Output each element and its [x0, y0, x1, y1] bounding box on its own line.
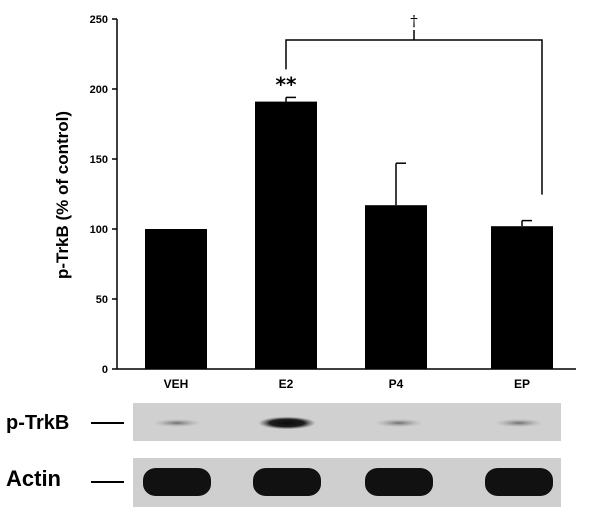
y-axis-label: p-TrkB (% of control) [53, 111, 72, 279]
y-tick-label: 0 [102, 364, 108, 376]
blot-band-actin-veh [143, 468, 211, 496]
y-tick-label: 250 [90, 14, 108, 26]
significance-bracket [285, 39, 543, 195]
blot-band-ptrkb-veh [153, 419, 201, 427]
blot-strip-ptrkb [133, 403, 561, 441]
blot-band-ptrkb-p4 [374, 418, 424, 428]
y-tick-label: 100 [90, 224, 108, 236]
significance-stars: ** [276, 72, 297, 96]
bracket-dagger-label: † [410, 12, 418, 30]
blot-bands [143, 416, 553, 496]
significance-annotations: ** † [276, 12, 543, 195]
blot-band-actin-e2 [253, 468, 321, 496]
x-tick-label-ep: EP [514, 377, 530, 391]
blot-band-ptrkb-e2 [258, 416, 316, 430]
x-tick-labels: VEH E2 P4 EP [164, 377, 530, 391]
bar-veh [145, 229, 207, 369]
blot-row-label-ptrkb: p-TrkB [6, 412, 69, 434]
y-tick-label: 200 [90, 84, 108, 96]
bars [145, 101, 553, 369]
bar-e2 [255, 101, 317, 369]
bar-ep [491, 226, 553, 369]
y-ticks: 0 50 100 150 200 250 [90, 14, 117, 376]
x-tick-label-veh: VEH [164, 377, 189, 391]
western-blot: p-TrkB Actin [6, 403, 561, 507]
blot-band-actin-p4 [365, 468, 433, 496]
x-tick-label-e2: E2 [279, 377, 294, 391]
y-tick-label: 150 [90, 154, 108, 166]
blot-band-actin-ep [485, 468, 553, 496]
blot-band-ptrkb-ep [494, 418, 544, 428]
bar-p4 [365, 205, 427, 369]
error-bars [285, 96, 532, 227]
x-tick-label-p4: P4 [389, 377, 404, 391]
blot-row-label-actin: Actin [6, 466, 61, 491]
y-tick-label: 50 [96, 294, 108, 306]
bar-chart: p-TrkB (% of control) 0 50 100 150 200 250 VE… [53, 12, 576, 391]
